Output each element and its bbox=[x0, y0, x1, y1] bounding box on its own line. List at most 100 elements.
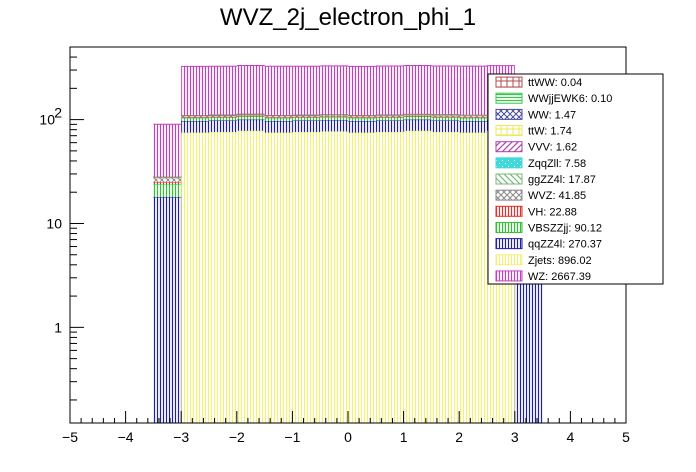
y-tick-exponent: 2 bbox=[54, 105, 62, 121]
legend-swatch bbox=[495, 173, 523, 185]
series-zjets bbox=[181, 130, 515, 424]
bar-vbszzjj-bin-5 bbox=[292, 117, 321, 121]
bar-qqzz4l-bin-9 bbox=[403, 119, 432, 131]
legend-swatch bbox=[495, 92, 523, 104]
bar-vbszzjj-bin-2 bbox=[209, 117, 237, 121]
bar-wz-bin-10 bbox=[431, 66, 460, 115]
bar-wvz-bin-2 bbox=[209, 115, 237, 117]
bar-wvz-bin-9 bbox=[403, 114, 432, 116]
legend-swatch bbox=[495, 254, 523, 266]
legend-item-vh: VH: 22.88 bbox=[495, 205, 577, 218]
legend-item-ww: WW: 1.47 bbox=[495, 108, 576, 121]
legend-label: WW: 1.47 bbox=[528, 109, 576, 121]
legend-label: ttWW: 0.04 bbox=[528, 77, 582, 89]
legend-swatch bbox=[495, 270, 523, 282]
legend-item-vbszzjj: VBSZZjj: 90.12 bbox=[495, 221, 602, 234]
legend-swatch bbox=[495, 141, 523, 153]
bar-qqzz4l-bin-10 bbox=[431, 120, 460, 132]
bar-wz-bin-9 bbox=[403, 65, 432, 114]
chart-title: WVZ_2j_electron_phi_1 bbox=[220, 4, 476, 31]
legend-label: ZqqZll: 7.58 bbox=[528, 158, 586, 170]
legend-swatch bbox=[495, 221, 523, 233]
bar-wz-bin-11 bbox=[459, 66, 487, 115]
legend-item-qqzz4l: qqZZ4l: 270.37 bbox=[495, 238, 602, 251]
bar-qqzz4l-bin-7 bbox=[348, 120, 376, 133]
legend-swatch bbox=[495, 189, 523, 201]
bar-wz-bin-0 bbox=[153, 124, 182, 177]
legend: ttWW: 0.04 WWjjEWK6: 0.10 WW: 1.47 ttW: 1.7… bbox=[487, 73, 664, 285]
y-tick-label: 1 bbox=[54, 319, 62, 335]
bar-wz-bin-2 bbox=[209, 66, 237, 115]
bar-wvz-bin-5 bbox=[292, 115, 321, 117]
legend-swatch bbox=[495, 76, 523, 88]
x-tick-label: 4 bbox=[567, 429, 575, 445]
bar-vbszzjj-bin-0 bbox=[153, 183, 182, 197]
legend-label: VH: 22.88 bbox=[528, 206, 577, 218]
legend-item-ttw: ttW: 1.74 bbox=[495, 125, 572, 138]
bar-qqzz4l-bin-0 bbox=[153, 196, 182, 423]
bar-zjets-bin-1 bbox=[181, 132, 209, 423]
bar-zjets-bin-3 bbox=[236, 130, 265, 424]
x-tick-label: −2 bbox=[229, 429, 245, 445]
legend-swatch bbox=[495, 205, 523, 217]
bar-ggzz4l-bin-0 bbox=[153, 177, 182, 179]
legend-label: WVZ: 41.85 bbox=[528, 190, 586, 202]
bar-vbszzjj-bin-3 bbox=[236, 116, 265, 120]
bar-vbszzjj-bin-1 bbox=[181, 117, 209, 121]
bar-wz-bin-3 bbox=[236, 65, 265, 114]
legend-swatch bbox=[495, 108, 523, 120]
bar-wvz-bin-11 bbox=[459, 115, 487, 118]
bar-qqzz4l-bin-11 bbox=[459, 120, 487, 133]
legend-item-vvv: VVV: 1.62 bbox=[495, 141, 577, 154]
x-tick-label: −1 bbox=[284, 429, 300, 445]
x-tick-label: 0 bbox=[344, 429, 352, 445]
bar-zjets-bin-8 bbox=[375, 131, 404, 423]
bar-zjets-bin-4 bbox=[264, 132, 293, 423]
bar-wz-bin-1 bbox=[181, 66, 209, 116]
legend-label: qqZZ4l: 270.37 bbox=[528, 239, 602, 251]
x-axis: −5 −4 −3 −2 −1 0 1 2 3 4 5 bbox=[62, 411, 630, 445]
bar-vbszzjj-bin-8 bbox=[375, 117, 404, 121]
bar-wvz-bin-3 bbox=[236, 114, 265, 116]
bar-wz-bin-6 bbox=[320, 65, 348, 115]
bar-wvz-bin-10 bbox=[431, 115, 460, 117]
bar-zjets-bin-7 bbox=[348, 132, 376, 423]
bar-vh-bin-0 bbox=[153, 182, 182, 184]
bar-zjets-bin-10 bbox=[431, 131, 460, 423]
x-tick-label: −3 bbox=[173, 429, 189, 445]
legend-item-zjets: Zjets: 896.02 bbox=[495, 254, 592, 267]
bar-qqzz4l-bin-4 bbox=[264, 120, 293, 133]
bar-qqzz4l-bin-3 bbox=[236, 119, 265, 131]
bar-vbszzjj-bin-11 bbox=[459, 117, 487, 121]
legend-item-ggzz4l: ggZZ4l: 17.87 bbox=[495, 173, 596, 186]
legend-label: WZ: 2667.39 bbox=[528, 271, 591, 283]
bar-vbszzjj-bin-6 bbox=[320, 116, 348, 121]
bar-zjets-bin-9 bbox=[403, 130, 432, 424]
bar-wz-bin-5 bbox=[292, 66, 321, 115]
bar-wz-bin-8 bbox=[375, 66, 404, 115]
bar-vbszzjj-bin-4 bbox=[264, 117, 293, 121]
bar-zjets-bin-2 bbox=[209, 131, 237, 423]
x-tick-label: 1 bbox=[400, 429, 408, 445]
x-tick-label: 2 bbox=[455, 429, 463, 445]
x-tick-label: −5 bbox=[62, 429, 78, 445]
legend-item-wz: WZ: 2667.39 bbox=[495, 270, 591, 283]
x-tick-label: 5 bbox=[622, 429, 630, 445]
legend-label: VVV: 1.62 bbox=[528, 142, 577, 154]
bar-wz-bin-7 bbox=[348, 66, 376, 116]
legend-item-ttww: ttWW: 0.04 bbox=[495, 76, 582, 89]
bar-zjets-bin-6 bbox=[320, 131, 348, 424]
histogram-stack bbox=[153, 64, 543, 424]
bar-zjets-bin-5 bbox=[292, 131, 321, 423]
bar-qqzz4l-bin-8 bbox=[375, 120, 404, 132]
x-tick-label: −4 bbox=[118, 429, 134, 445]
bar-wvz-bin-1 bbox=[181, 115, 209, 118]
bar-wvz-bin-8 bbox=[375, 115, 404, 117]
bar-zjets-bin-11 bbox=[459, 132, 487, 423]
x-tick-label: 3 bbox=[511, 429, 519, 445]
legend-label: ttW: 1.74 bbox=[528, 126, 572, 138]
bar-wvz-bin-4 bbox=[264, 115, 293, 118]
bar-vbszzjj-bin-7 bbox=[348, 117, 376, 121]
legend-swatch bbox=[495, 125, 523, 137]
